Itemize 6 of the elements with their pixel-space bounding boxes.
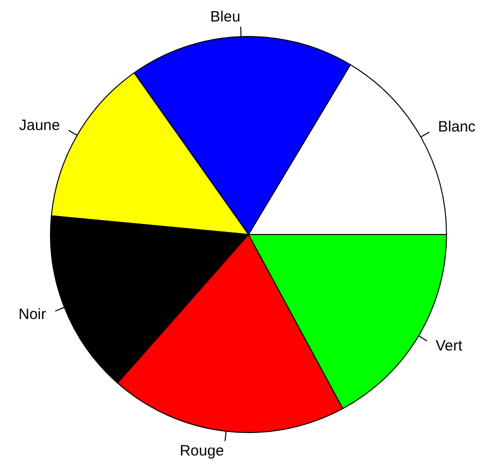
slice-label: Vert	[436, 337, 464, 354]
slice-label: Jaune	[19, 116, 60, 134]
slice-label: Rouge	[180, 442, 224, 460]
slice-label: Bleu	[210, 8, 240, 26]
slice-label: Noir	[18, 306, 46, 324]
slice-label: Blanc	[438, 118, 476, 136]
